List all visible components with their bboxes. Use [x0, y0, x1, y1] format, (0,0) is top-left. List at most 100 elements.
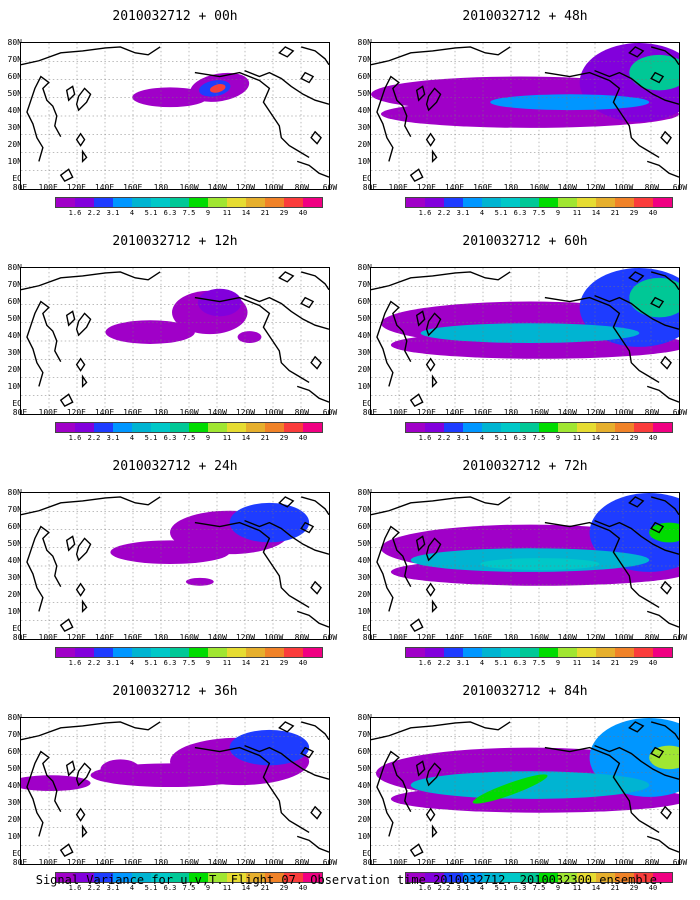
- lon-label: 120W: [235, 408, 256, 417]
- map-area: [370, 717, 680, 865]
- colorbar-label: 5.1: [144, 209, 158, 217]
- colorbar-swatch: [653, 873, 672, 882]
- signal-variance-map: [371, 43, 679, 189]
- colorbar-label: 14: [591, 434, 601, 442]
- colorbar-swatch: [634, 198, 653, 207]
- colorbar-swatch: [132, 873, 151, 882]
- colorbar-label: 40: [298, 209, 308, 217]
- colorbar-label: 9: [555, 434, 561, 442]
- colorbar-label: 9: [555, 884, 561, 892]
- variance-field: [132, 72, 250, 108]
- colorbar-label: 2.2: [87, 209, 101, 217]
- variance-field: [105, 288, 262, 344]
- colorbar-label: 40: [298, 884, 308, 892]
- lon-label: 120E: [66, 633, 86, 642]
- map-panel: 2010032712 + 24h 80N 70N 60N 50N 40N 30N 20N 10N…: [0, 450, 350, 675]
- lon-label: 160E: [123, 633, 143, 642]
- colorbar-swatch: [284, 648, 303, 657]
- lon-label: 120W: [235, 633, 256, 642]
- colorbar-swatch: [94, 423, 113, 432]
- lon-label: 140E: [94, 183, 115, 192]
- lat-label: 80N: [357, 263, 372, 272]
- colorbar-swatch: [94, 648, 113, 657]
- colorbar-label: 3.1: [456, 659, 470, 667]
- colorbar-swatch: [56, 198, 75, 207]
- colorbar-swatch: [463, 423, 482, 432]
- colorbar-label: 40: [648, 884, 658, 892]
- colorbar-swatch: [482, 423, 501, 432]
- lon-label: 80E: [12, 183, 28, 192]
- lon-label: 60W: [322, 183, 338, 192]
- panel-title: 2010032712 + 24h: [112, 459, 238, 474]
- lon-label: 140W: [557, 858, 577, 867]
- lon-label: 100E: [388, 408, 408, 417]
- colorbar-swatch: [558, 198, 577, 207]
- lat-label: 20N: [357, 365, 372, 374]
- map-area: [370, 267, 680, 415]
- colorbar-label: 3.1: [456, 209, 470, 217]
- colorbar-label: 3.1: [106, 434, 120, 442]
- panel-title: 2010032712 + 72h: [462, 459, 588, 474]
- lat-label: 50N: [7, 539, 22, 548]
- colorbar-label: 21: [610, 209, 620, 217]
- colorbar-swatch: [520, 873, 539, 882]
- colorbar-label: 5.1: [494, 209, 508, 217]
- colorbar-swatch: [406, 423, 425, 432]
- colorbar-label: 4: [129, 659, 135, 667]
- colorbar-label: 29: [629, 659, 639, 667]
- lon-label: 140E: [94, 408, 115, 417]
- colorbar-label: 14: [241, 659, 251, 667]
- lon-label: 80W: [644, 408, 660, 417]
- colorbar-swatch: [596, 873, 615, 882]
- lon-label: 160W: [179, 633, 199, 642]
- colorbar-swatch: [634, 873, 653, 882]
- panel-title: 2010032712 + 48h: [462, 9, 588, 24]
- variance-field: [21, 729, 310, 791]
- lon-label: 140E: [94, 858, 115, 867]
- lon-label: 80W: [294, 183, 310, 192]
- colorbar-label: 11: [222, 434, 232, 442]
- colorbar-swatch: [227, 423, 246, 432]
- lat-label: 70N: [7, 730, 22, 739]
- colorbar-label: 21: [260, 209, 270, 217]
- panel-title: 2010032712 + 36h: [112, 684, 238, 699]
- lon-label: 120W: [585, 633, 606, 642]
- colorbar-swatch: [132, 648, 151, 657]
- map-panel: 2010032712 + 36h 80N 70N 60N 50N 40N 30N 20N 10N…: [0, 675, 350, 900]
- lon-label: 180: [503, 408, 519, 417]
- colorbar-swatch: [501, 198, 520, 207]
- lon-label: 100E: [388, 183, 408, 192]
- lat-label: 50N: [357, 764, 372, 773]
- colorbar-swatch: [520, 648, 539, 657]
- colorbar-swatch: [284, 873, 303, 882]
- colorbar-swatch: [501, 648, 520, 657]
- colorbar-label: 1.6: [418, 659, 432, 667]
- colorbar-swatch: [208, 873, 227, 882]
- colorbar-swatch: [444, 648, 463, 657]
- map-area: [20, 717, 330, 865]
- lon-label: 120W: [585, 858, 606, 867]
- lon-label: 100E: [388, 633, 408, 642]
- colorbar-swatch: [482, 873, 501, 882]
- colorbar-label: 14: [591, 659, 601, 667]
- lat-label: 70N: [357, 55, 372, 64]
- lon-label: 160W: [529, 408, 549, 417]
- colorbar-label: 7.5: [182, 884, 196, 892]
- signal-variance-map: [21, 493, 329, 639]
- colorbar-swatch: [189, 198, 208, 207]
- lat-label: EQ: [12, 624, 22, 633]
- lat-label: 40N: [357, 106, 372, 115]
- colorbar-swatch: [425, 423, 444, 432]
- colorbar-swatch: [151, 198, 170, 207]
- lon-label: 140E: [94, 633, 115, 642]
- colorbar-swatch: [406, 648, 425, 657]
- lon-label: 100W: [613, 858, 634, 867]
- colorbar-swatch: [132, 423, 151, 432]
- colorbar: [55, 872, 323, 883]
- variance-field: [371, 43, 679, 128]
- lon-label: 80W: [644, 183, 660, 192]
- colorbar-label: 7.5: [182, 209, 196, 217]
- colorbar-label: 5.1: [144, 434, 158, 442]
- lon-label: 180: [503, 633, 519, 642]
- colorbar-swatch: [246, 648, 265, 657]
